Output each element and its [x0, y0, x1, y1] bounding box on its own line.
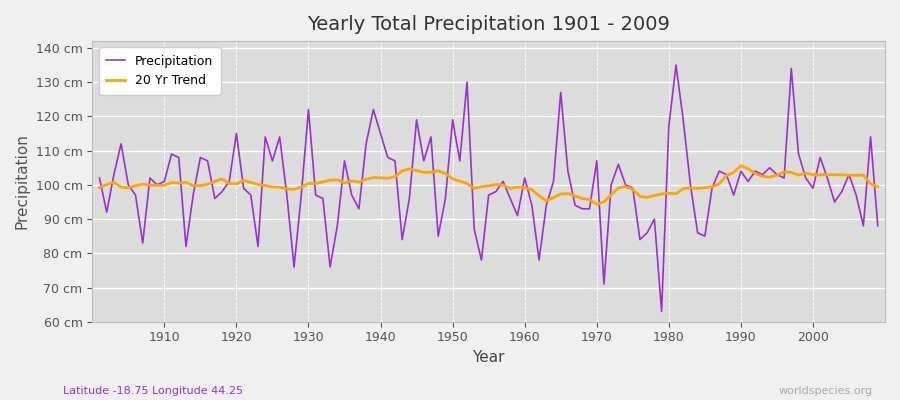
- 20 Yr Trend: [94, 185, 105, 190]
- 20 Yr Trend: [152, 183, 163, 188]
- Precipitation: [872, 224, 883, 228]
- Text: worldspecies.org: worldspecies.org: [778, 386, 873, 396]
- Y-axis label: Precipitation: Precipitation: [15, 134, 30, 229]
- 20 Yr Trend: [310, 181, 321, 186]
- 20 Yr Trend: [591, 202, 602, 207]
- Precipitation: [152, 182, 163, 187]
- X-axis label: Year: Year: [472, 350, 505, 365]
- Precipitation: [606, 182, 616, 187]
- Legend: Precipitation, 20 Yr Trend: Precipitation, 20 Yr Trend: [98, 47, 220, 95]
- 20 Yr Trend: [354, 180, 364, 184]
- Line: Precipitation: Precipitation: [100, 65, 878, 312]
- 20 Yr Trend: [613, 185, 624, 190]
- Precipitation: [310, 193, 321, 198]
- 20 Yr Trend: [512, 185, 523, 190]
- Line: 20 Yr Trend: 20 Yr Trend: [100, 166, 878, 204]
- Text: Latitude -18.75 Longitude 44.25: Latitude -18.75 Longitude 44.25: [63, 386, 243, 396]
- Precipitation: [656, 309, 667, 314]
- Precipitation: [94, 176, 105, 180]
- Precipitation: [670, 63, 681, 68]
- Precipitation: [512, 213, 523, 218]
- Precipitation: [354, 206, 364, 211]
- Title: Yearly Total Precipitation 1901 - 2009: Yearly Total Precipitation 1901 - 2009: [307, 15, 670, 34]
- Precipitation: [519, 176, 530, 180]
- 20 Yr Trend: [519, 185, 530, 190]
- 20 Yr Trend: [872, 184, 883, 189]
- 20 Yr Trend: [735, 163, 746, 168]
